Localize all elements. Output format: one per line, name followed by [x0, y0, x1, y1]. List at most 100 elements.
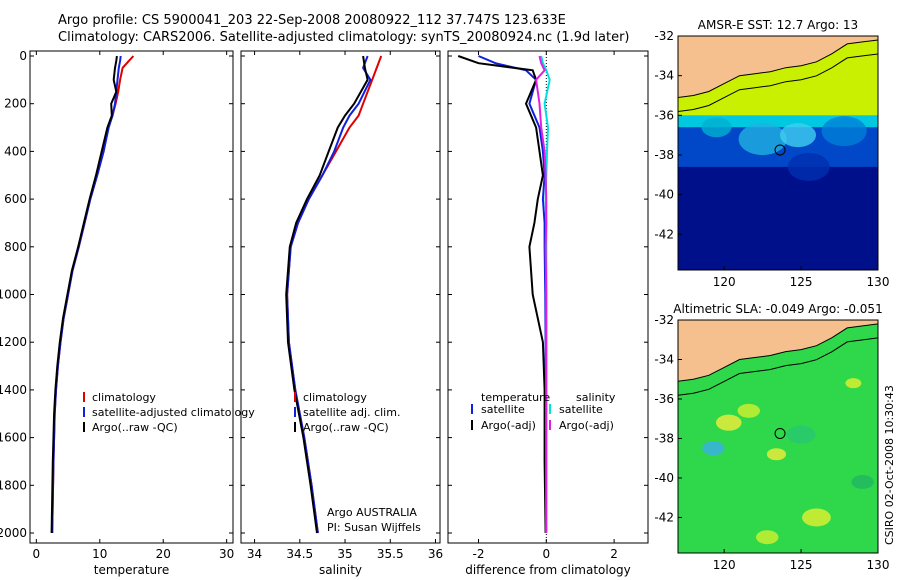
- temperature-ytick-label: 1600: [0, 431, 27, 445]
- title-line-1: Argo profile: CS 5900041_203 22-Sep-2008…: [58, 13, 566, 28]
- salinity-panel: 34 34.5 35 35.5 36 salinity climatology satelli…: [240, 50, 443, 577]
- sla-map-title: Altimetric SLA: -0.049 Argo: -0.051: [673, 302, 882, 316]
- temperature-ytick-label: 1200: [0, 335, 27, 349]
- sst-texture: [821, 116, 867, 147]
- salinity-xtick-label: 34.5: [286, 547, 313, 561]
- sla-texture: [715, 414, 742, 431]
- salinity-series-line: [286, 55, 372, 534]
- sla-map-frame: [677, 319, 879, 554]
- legend-label: Argo(-adj): [481, 419, 536, 432]
- sst-map-argo-marker: [774, 144, 786, 156]
- sla-map-xtick-label: 125: [790, 558, 813, 572]
- temperature-ytick-label: 2000: [0, 526, 27, 540]
- salinity-xtick-label: 35: [337, 547, 352, 561]
- sla-texture: [737, 403, 760, 418]
- sst-map-contour: [678, 53, 878, 112]
- sla-texture: [756, 530, 779, 545]
- sst-map-land: [678, 36, 878, 99]
- legend-label: Argo(-adj): [559, 419, 614, 432]
- temperature-ytick-label: 800: [4, 240, 27, 254]
- temperature-ytick-label: 200: [4, 97, 27, 111]
- legend-label: satellite-adjusted climatology: [92, 406, 255, 419]
- salinity-series-line: [285, 55, 369, 534]
- sst-map-panel: 120 125 130 -32 -34 -36 -38 -40 -42 AMSR-E SST: 1…: [654, 18, 889, 289]
- temperature-xtick-label: 20: [156, 547, 171, 561]
- sst-texture: [787, 152, 830, 181]
- sst-map-ytick-label: -42: [654, 227, 674, 241]
- sla-texture: [702, 441, 725, 456]
- temperature-series-line: [51, 55, 122, 534]
- sst-texture: [780, 123, 816, 148]
- sst-texture: [738, 123, 787, 156]
- sla-map-xtick-label: 130: [867, 558, 890, 572]
- temperature-xlabel: temperature: [94, 563, 169, 577]
- legend-label: Argo(..raw -QC): [303, 421, 389, 434]
- sla-map-ytick-label: -38: [654, 431, 674, 445]
- legend-label: satellite adj. clim.: [303, 406, 400, 419]
- sla-map-ytick-label: -34: [654, 352, 674, 366]
- sst-map-ytick-label: -32: [654, 29, 674, 43]
- salinity-series-line: [286, 55, 383, 534]
- salinity-frame: [240, 50, 441, 544]
- temperature-ytick-label: 0: [19, 49, 27, 63]
- credit-stamp: CSIRO 02-Oct-2008 10:30:43: [883, 385, 896, 545]
- temperature-xtick-label: 10: [92, 547, 107, 561]
- salinity-xlabel: salinity: [319, 563, 362, 577]
- sla-texture: [851, 474, 874, 489]
- temperature-series-line: [51, 55, 135, 534]
- sla-map-ytick-label: -36: [654, 392, 674, 406]
- sla-texture: [766, 448, 787, 461]
- title-line-2: Climatology: CARS2006. Satellite-adjuste…: [58, 30, 630, 45]
- sla-map-ytick-label: -32: [654, 313, 674, 327]
- sla-map-xtick-label: 120: [713, 558, 736, 572]
- sst-map-field: [678, 36, 878, 270]
- sla-map-panel: 120 125 130 -32 -34 -36 -38 -40 -42 Altimetric SL…: [654, 302, 889, 572]
- sla-map-argo-marker: [774, 427, 786, 439]
- legend-label: Argo(..raw -QC): [92, 421, 178, 434]
- legend-header-salinity: salinity: [576, 391, 616, 404]
- salinity-xtick-label: 34: [247, 547, 262, 561]
- sst-map-ytick-label: -34: [654, 69, 674, 83]
- sla-map-contour: [678, 337, 878, 396]
- sst-map-xtick-label: 130: [867, 275, 890, 289]
- difference-xlabel: difference from climatology: [465, 563, 631, 577]
- sst-map-ytick-label: -40: [654, 188, 674, 202]
- temperature-frame: [29, 50, 234, 544]
- temperature-ytick-label: 1000: [0, 288, 27, 302]
- sla-texture: [802, 508, 831, 527]
- temperature-ytick-label: 600: [4, 192, 27, 206]
- sla-map-ytick-label: -40: [654, 471, 674, 485]
- difference-series-line: [535, 55, 548, 533]
- temperature-xtick-label: 30: [219, 547, 234, 561]
- legend-label: satellite: [559, 403, 603, 416]
- temperature-series-line: [50, 55, 118, 534]
- legend-header-temperature: temperature: [481, 391, 550, 404]
- credit-argo: Argo AUSTRALIA: [327, 506, 417, 519]
- salinity-xtick-label: 35.5: [377, 547, 404, 561]
- sla-map-ytick-label: -42: [654, 510, 674, 524]
- sst-map-xtick-label: 120: [713, 275, 736, 289]
- difference-panel: -2 0 2 difference from climatology temperatu…: [447, 50, 649, 577]
- difference-frame: [447, 50, 649, 544]
- difference-series-line: [457, 55, 547, 534]
- legend-label: climatology: [303, 391, 367, 404]
- difference-xtick-label: 0: [542, 547, 550, 561]
- sst-map-xtick-label: 125: [790, 275, 813, 289]
- legend-label: climatology: [92, 391, 156, 404]
- difference-xtick-label: -2: [473, 547, 485, 561]
- sst-map-title: AMSR-E SST: 12.7 Argo: 13: [698, 18, 858, 32]
- temperature-ytick-label: 1400: [0, 383, 27, 397]
- legend-label: satellite: [481, 403, 525, 416]
- sst-map-ytick-label: -36: [654, 108, 674, 122]
- sst-map-frame: [677, 35, 879, 271]
- difference-xtick-label: 2: [610, 547, 618, 561]
- sla-texture: [845, 378, 862, 389]
- sst-texture: [701, 117, 732, 138]
- salinity-xtick-label: 36: [428, 547, 443, 561]
- temperature-ytick-label: 1800: [0, 478, 27, 492]
- temperature-xtick-label: 0: [33, 547, 41, 561]
- temperature-ytick-label: 400: [4, 144, 27, 158]
- temperature-panel: 0 10 20 30 0 200 400 600 800 1000 1200 1400 1600 1800…: [0, 49, 255, 577]
- sla-texture: [786, 425, 816, 444]
